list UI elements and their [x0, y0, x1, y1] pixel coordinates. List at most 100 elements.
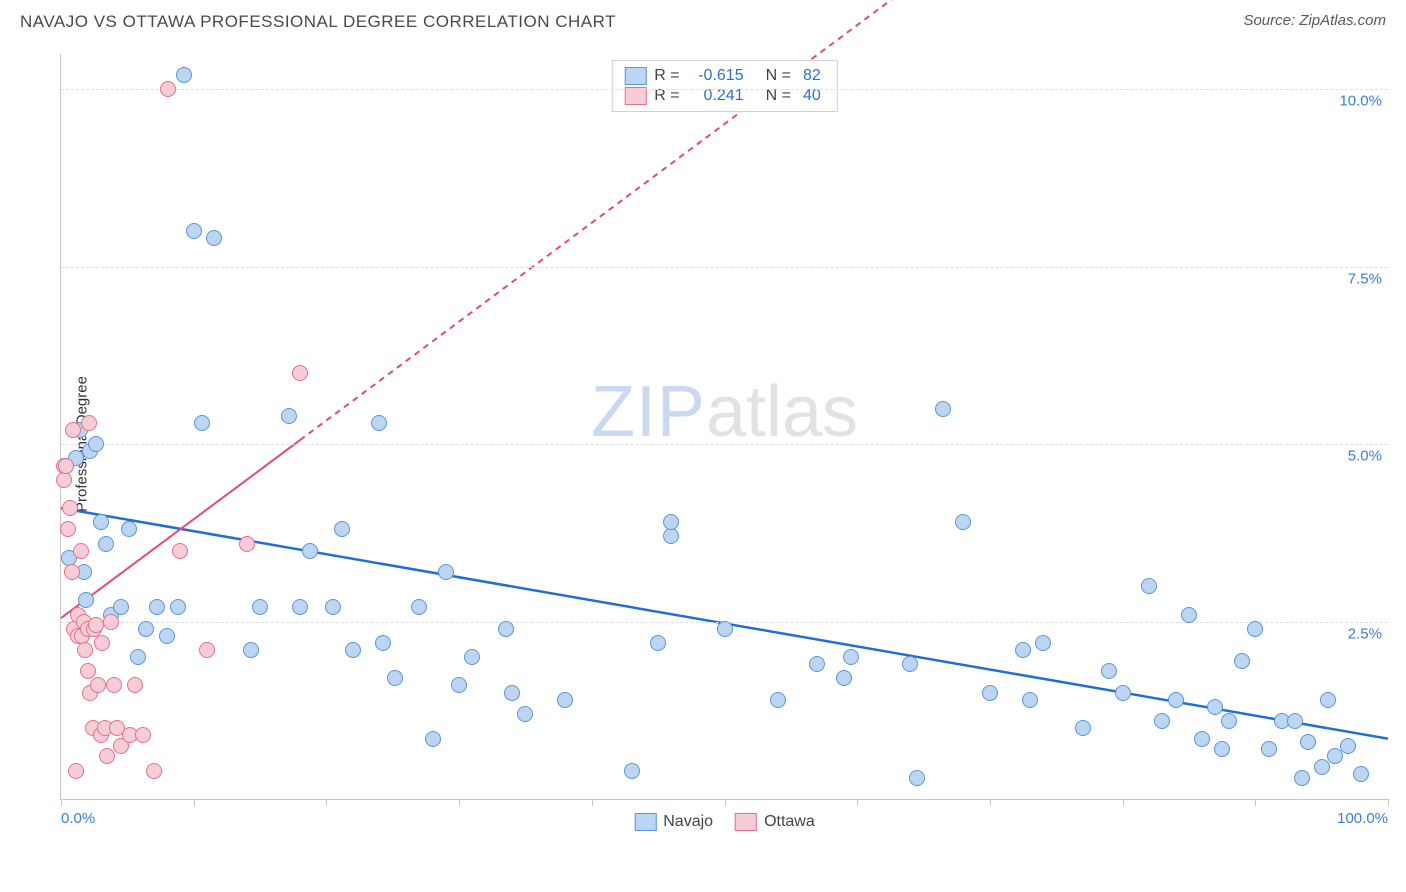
data-point	[1214, 741, 1230, 757]
data-point	[56, 472, 72, 488]
data-point	[909, 770, 925, 786]
data-point	[73, 543, 89, 559]
data-point	[106, 677, 122, 693]
legend-swatch	[735, 813, 757, 831]
data-point	[982, 685, 998, 701]
legend-swatch	[624, 67, 646, 85]
data-point	[1035, 635, 1051, 651]
watermark: ZIPatlas	[591, 371, 858, 453]
data-point	[80, 663, 96, 679]
data-point	[371, 415, 387, 431]
data-point	[425, 731, 441, 747]
data-point	[1261, 741, 1277, 757]
data-point	[650, 635, 666, 651]
data-point	[387, 670, 403, 686]
data-point	[81, 415, 97, 431]
data-point	[1141, 578, 1157, 594]
data-point	[121, 521, 137, 537]
data-point	[64, 564, 80, 580]
data-point	[1287, 713, 1303, 729]
data-point	[127, 677, 143, 693]
y-tick-label: 2.5%	[1348, 625, 1382, 642]
y-tick-label: 10.0%	[1339, 93, 1382, 110]
x-tick	[1388, 799, 1389, 806]
data-point	[149, 599, 165, 615]
data-point	[172, 543, 188, 559]
stats-legend: R =-0.615N =82R =0.241N =40	[611, 60, 837, 112]
x-tick	[194, 799, 195, 806]
data-point	[624, 763, 640, 779]
gridline	[61, 444, 1388, 445]
data-point	[135, 727, 151, 743]
data-point	[146, 763, 162, 779]
data-point	[325, 599, 341, 615]
data-point	[809, 656, 825, 672]
data-point	[292, 365, 308, 381]
data-point	[464, 649, 480, 665]
x-tick	[592, 799, 593, 806]
data-point	[1314, 759, 1330, 775]
data-point	[160, 81, 176, 97]
data-point	[1168, 692, 1184, 708]
x-tick	[1255, 799, 1256, 806]
gridline	[61, 89, 1388, 90]
x-tick	[857, 799, 858, 806]
data-point	[1327, 748, 1343, 764]
data-point	[770, 692, 786, 708]
chart-title: NAVAJO VS OTTAWA PROFESSIONAL DEGREE COR…	[20, 12, 616, 32]
legend-item: Navajo	[634, 813, 713, 831]
chart-area: Professional Degree ZIPatlas R =-0.615N …	[20, 48, 1388, 840]
data-point	[902, 656, 918, 672]
data-point	[411, 599, 427, 615]
data-point	[186, 223, 202, 239]
y-tick-label: 7.5%	[1348, 270, 1382, 287]
plot-region: ZIPatlas R =-0.615N =82R =0.241N =40 Nav…	[60, 54, 1388, 800]
data-point	[1234, 653, 1250, 669]
data-point	[159, 628, 175, 644]
x-tick	[326, 799, 327, 806]
data-point	[1101, 663, 1117, 679]
stat-n-value: 82	[799, 67, 825, 85]
data-point	[1320, 692, 1336, 708]
stat-r-value: -0.615	[688, 67, 748, 85]
data-point	[334, 521, 350, 537]
data-point	[88, 617, 104, 633]
data-point	[1207, 699, 1223, 715]
data-point	[663, 528, 679, 544]
x-tick	[61, 799, 62, 806]
data-point	[504, 685, 520, 701]
data-point	[1022, 692, 1038, 708]
x-tick	[725, 799, 726, 806]
legend-item: Ottawa	[735, 813, 815, 831]
data-point	[843, 649, 859, 665]
watermark-zip: ZIP	[591, 372, 706, 452]
data-point	[1194, 731, 1210, 747]
data-point	[170, 599, 186, 615]
data-point	[58, 458, 74, 474]
data-point	[517, 706, 533, 722]
series-legend: Navajo Ottawa	[634, 813, 815, 831]
watermark-atlas: atlas	[706, 372, 858, 452]
data-point	[1181, 607, 1197, 623]
data-point	[1221, 713, 1237, 729]
data-point	[252, 599, 268, 615]
data-point	[199, 642, 215, 658]
data-point	[62, 500, 78, 516]
stat-n-label: N =	[766, 67, 791, 85]
data-point	[1154, 713, 1170, 729]
data-point	[176, 67, 192, 83]
data-point	[1353, 766, 1369, 782]
y-tick-label: 5.0%	[1348, 448, 1382, 465]
data-point	[375, 635, 391, 651]
x-tick-label: 0.0%	[61, 810, 95, 827]
data-point	[302, 543, 318, 559]
data-point	[498, 621, 514, 637]
x-tick	[1123, 799, 1124, 806]
data-point	[138, 621, 154, 637]
data-point	[1015, 642, 1031, 658]
data-point	[99, 748, 115, 764]
data-point	[717, 621, 733, 637]
data-point	[194, 415, 210, 431]
data-point	[451, 677, 467, 693]
x-tick-label: 100.0%	[1337, 810, 1388, 827]
